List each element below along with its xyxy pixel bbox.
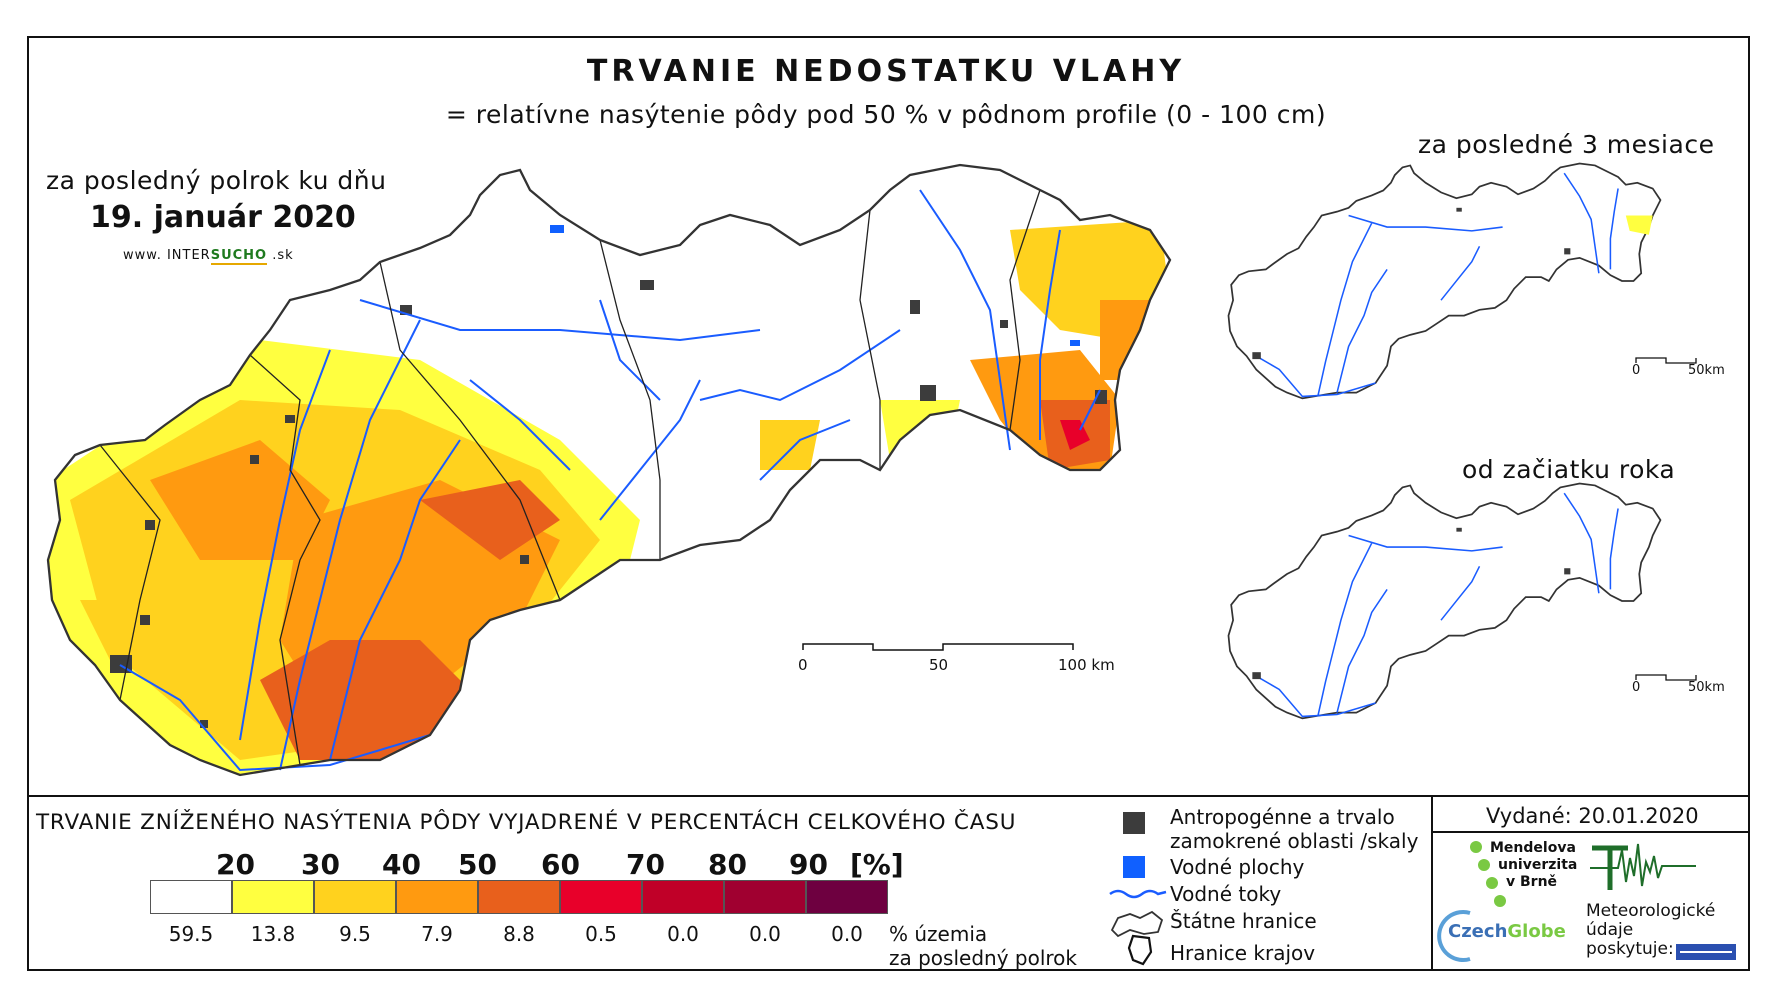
legend-box bbox=[27, 795, 1750, 971]
legend-swatch bbox=[150, 880, 232, 914]
legend-swatch bbox=[642, 880, 724, 914]
state-border-icon bbox=[1110, 910, 1164, 938]
water-body bbox=[1070, 340, 1080, 346]
legend-urban-label: Antropogénne a trvalo zamokrené oblasti /… bbox=[1170, 805, 1418, 853]
scalebar-label-50: 50 bbox=[929, 656, 949, 674]
legend-title: TRVANIE ZNÍŽENÉHO NASÝTENIA PÔDY VYJADRE… bbox=[36, 810, 1017, 835]
czechglobe-wordmark-a: Czech bbox=[1448, 921, 1508, 942]
meteo-credit: Meteorologické údaje poskytuje: bbox=[1586, 902, 1715, 959]
legend-share-value: 59.5 bbox=[168, 922, 214, 946]
period-label: za posledný polrok ku dňu bbox=[46, 166, 387, 195]
region-borders bbox=[99, 189, 1041, 766]
threshold-60: 60 bbox=[541, 848, 580, 881]
rivers bbox=[119, 189, 1101, 772]
threshold-40: 40 bbox=[382, 848, 421, 881]
meteo-line1: Meteorologické bbox=[1586, 901, 1716, 921]
share-note: % územia za posledný polrok bbox=[889, 922, 1077, 970]
threshold-50: 50 bbox=[458, 848, 497, 881]
issued-date: Vydané: 20.01.2020 bbox=[1486, 804, 1699, 828]
legend-state-label: Štátne hranice bbox=[1170, 909, 1317, 933]
legend-swatch bbox=[314, 880, 396, 914]
inset-bottom-scale-0: 0 bbox=[1632, 680, 1641, 695]
legend-share-value: 0.0 bbox=[831, 922, 863, 946]
legend-share-value: 0.0 bbox=[667, 922, 699, 946]
website-label: www. INTERSUCHO .sk bbox=[123, 248, 294, 265]
inset-bottom-scale-50: 50km bbox=[1688, 680, 1725, 695]
issued-separator bbox=[1431, 831, 1750, 833]
czechglobe-wordmark-b: Globe bbox=[1507, 921, 1566, 942]
legend-share-value: 0.5 bbox=[585, 922, 617, 946]
website-suffix: .sk bbox=[267, 248, 294, 263]
mendelu-line1: Mendelova bbox=[1490, 840, 1576, 856]
website-accent: SUCHO bbox=[210, 248, 268, 265]
map-title: TRVANIE NEDOSTATKU VLAHY bbox=[586, 54, 1186, 89]
share-note-line1: % územia bbox=[889, 922, 988, 946]
mendelu-logo-dots bbox=[1470, 841, 1506, 907]
region-border-icon bbox=[1127, 934, 1153, 966]
shmu-logo bbox=[1676, 944, 1736, 960]
inset-bottom-title: od začiatku roka bbox=[1462, 455, 1676, 484]
threshold-20: 20 bbox=[216, 848, 255, 881]
ustav-vied-o-zemi-logo bbox=[1590, 843, 1696, 890]
threshold-70: 70 bbox=[626, 848, 665, 881]
mendelu-line2: univerzita bbox=[1498, 857, 1578, 873]
main-map bbox=[46, 163, 1172, 777]
scalebar-label-0: 0 bbox=[798, 656, 808, 674]
czechglobe-wordmark: CzechGlobe bbox=[1448, 921, 1566, 942]
map-subtitle: = relatívne nasýtenie pôdy pod 50 % v pô… bbox=[445, 100, 1327, 129]
legend-river-label: Vodné toky bbox=[1170, 882, 1282, 906]
legend-share-value: 13.8 bbox=[250, 922, 296, 946]
legend-share-value: 9.5 bbox=[339, 922, 371, 946]
legend-swatch bbox=[478, 880, 560, 914]
threshold-unit: [%] bbox=[850, 848, 904, 881]
meteo-line3: poskytuje: bbox=[1586, 939, 1674, 959]
date-label: 19. január 2020 bbox=[90, 200, 356, 235]
inset-top-scale-50: 50km bbox=[1688, 363, 1725, 378]
mendelu-line3: v Brně bbox=[1506, 874, 1558, 890]
legend-swatch bbox=[560, 880, 642, 914]
state-border bbox=[46, 163, 1172, 777]
meteo-line2: údaje bbox=[1586, 920, 1634, 940]
inset-top-map bbox=[1227, 162, 1697, 400]
river-line-icon bbox=[1109, 889, 1167, 899]
legend-swatch bbox=[396, 880, 478, 914]
inset-top-scale-0: 0 bbox=[1632, 363, 1641, 378]
czechglobe-logo bbox=[1437, 910, 1471, 962]
legend-swatch bbox=[724, 880, 806, 914]
legend-swatch bbox=[806, 880, 888, 914]
threshold-30: 30 bbox=[301, 848, 340, 881]
main-scalebar bbox=[802, 643, 1074, 651]
threshold-80: 80 bbox=[708, 848, 747, 881]
threshold-90: 90 bbox=[789, 848, 828, 881]
legend-share-value: 8.8 bbox=[503, 922, 535, 946]
inset-bottom-map bbox=[1227, 482, 1697, 720]
legend-swatch bbox=[232, 880, 314, 914]
credits-separator bbox=[1431, 795, 1433, 971]
legend-water-label: Vodné plochy bbox=[1170, 855, 1305, 879]
website-prefix: www. INTER bbox=[123, 248, 211, 263]
legend-region-label: Hranice krajov bbox=[1170, 941, 1316, 965]
legend-urban-line1: Antropogénne a trvalo bbox=[1170, 805, 1395, 829]
legend-urban-line2: zamokrené oblasti /skaly bbox=[1170, 829, 1419, 853]
legend-share-value: 7.9 bbox=[421, 922, 453, 946]
inset-top-title: za posledné 3 mesiace bbox=[1418, 130, 1715, 159]
scalebar-label-100: 100 km bbox=[1058, 656, 1115, 674]
water-body bbox=[550, 225, 564, 233]
share-note-line2: za posledný polrok bbox=[889, 946, 1077, 970]
water-body-icon bbox=[1123, 856, 1145, 878]
urban-area-icon bbox=[1123, 812, 1145, 834]
legend-share-value: 0.0 bbox=[749, 922, 781, 946]
